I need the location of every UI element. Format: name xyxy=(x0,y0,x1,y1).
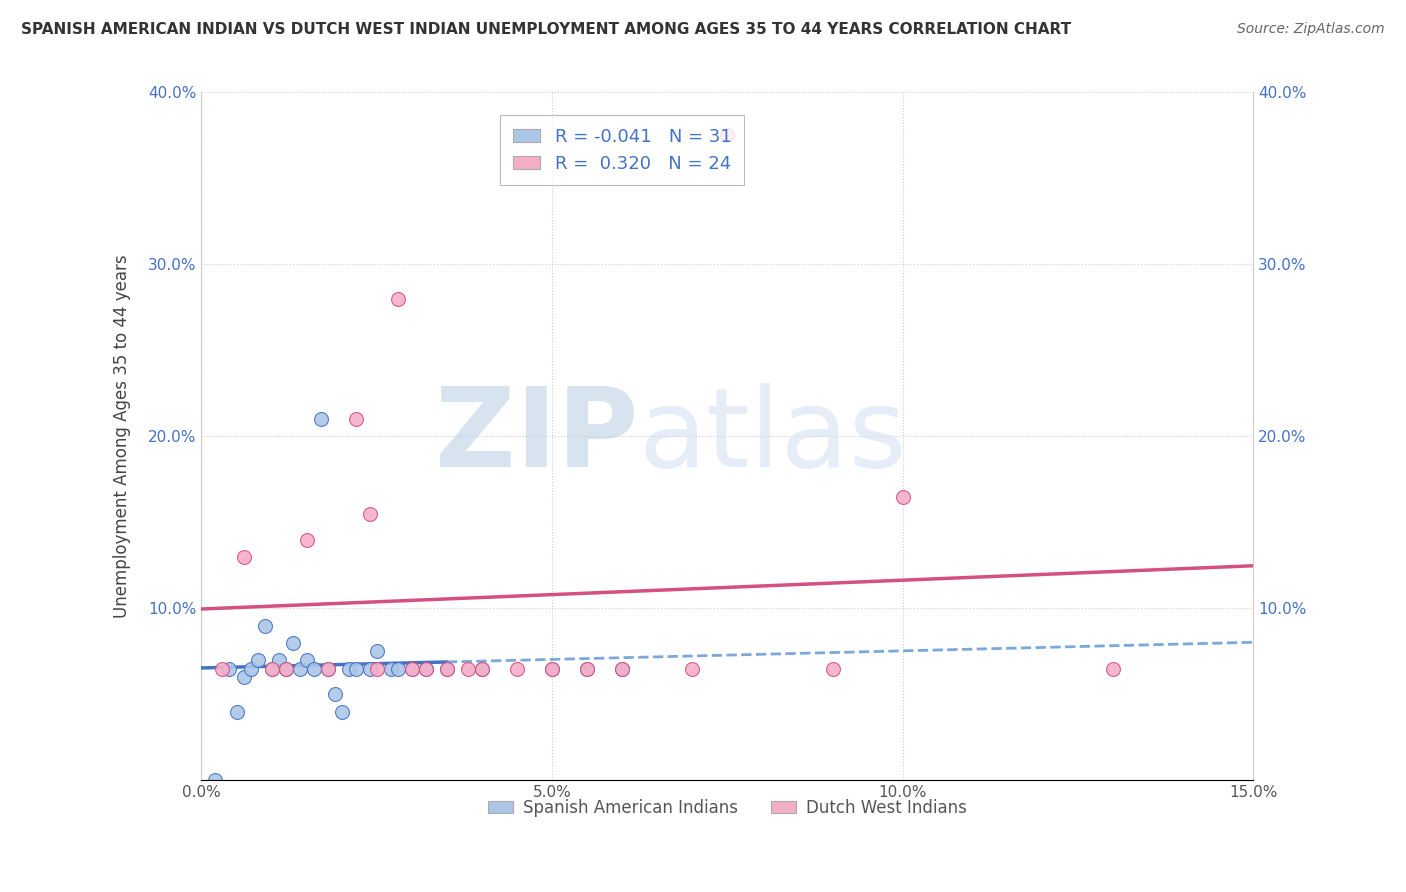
Point xyxy=(344,661,367,675)
Point xyxy=(302,661,325,675)
Point xyxy=(246,653,269,667)
Point xyxy=(436,661,458,675)
Point xyxy=(232,670,254,684)
Point xyxy=(471,661,494,675)
Point xyxy=(541,661,564,675)
Text: atlas: atlas xyxy=(638,383,907,490)
Point xyxy=(281,636,304,650)
Point xyxy=(309,412,332,426)
Point xyxy=(612,661,634,675)
Point xyxy=(387,661,409,675)
Point xyxy=(239,661,262,675)
Point xyxy=(204,773,226,788)
Point xyxy=(316,661,339,675)
Point xyxy=(295,653,318,667)
Point xyxy=(716,128,738,143)
Point xyxy=(274,661,297,675)
Point xyxy=(401,661,423,675)
Point xyxy=(506,661,529,675)
Point xyxy=(541,661,564,675)
Legend: Spanish American Indians, Dutch West Indians: Spanish American Indians, Dutch West Ind… xyxy=(481,792,973,823)
Point xyxy=(359,661,381,675)
Point xyxy=(359,507,381,521)
Point xyxy=(218,661,240,675)
Point xyxy=(387,292,409,306)
Point xyxy=(288,661,311,675)
Point xyxy=(1102,661,1125,675)
Point xyxy=(337,661,360,675)
Point xyxy=(330,705,353,719)
Point xyxy=(681,661,703,675)
Point xyxy=(225,705,247,719)
Y-axis label: Unemployment Among Ages 35 to 44 years: Unemployment Among Ages 35 to 44 years xyxy=(114,254,131,618)
Point xyxy=(576,661,599,675)
Point xyxy=(576,661,599,675)
Point xyxy=(323,687,346,701)
Point xyxy=(211,661,233,675)
Point xyxy=(232,549,254,564)
Point xyxy=(295,533,318,547)
Point xyxy=(316,661,339,675)
Point xyxy=(415,661,437,675)
Point xyxy=(457,661,479,675)
Point xyxy=(366,644,388,658)
Point xyxy=(344,412,367,426)
Point xyxy=(436,661,458,675)
Point xyxy=(267,653,290,667)
Text: Source: ZipAtlas.com: Source: ZipAtlas.com xyxy=(1237,22,1385,37)
Point xyxy=(471,661,494,675)
Point xyxy=(253,618,276,632)
Text: ZIP: ZIP xyxy=(434,383,638,490)
Point xyxy=(260,661,283,675)
Text: SPANISH AMERICAN INDIAN VS DUTCH WEST INDIAN UNEMPLOYMENT AMONG AGES 35 TO 44 YE: SPANISH AMERICAN INDIAN VS DUTCH WEST IN… xyxy=(21,22,1071,37)
Point xyxy=(274,661,297,675)
Point xyxy=(891,490,914,504)
Point xyxy=(380,661,402,675)
Point xyxy=(415,661,437,675)
Point xyxy=(612,661,634,675)
Point xyxy=(821,661,844,675)
Point xyxy=(401,661,423,675)
Point xyxy=(260,661,283,675)
Point xyxy=(366,661,388,675)
